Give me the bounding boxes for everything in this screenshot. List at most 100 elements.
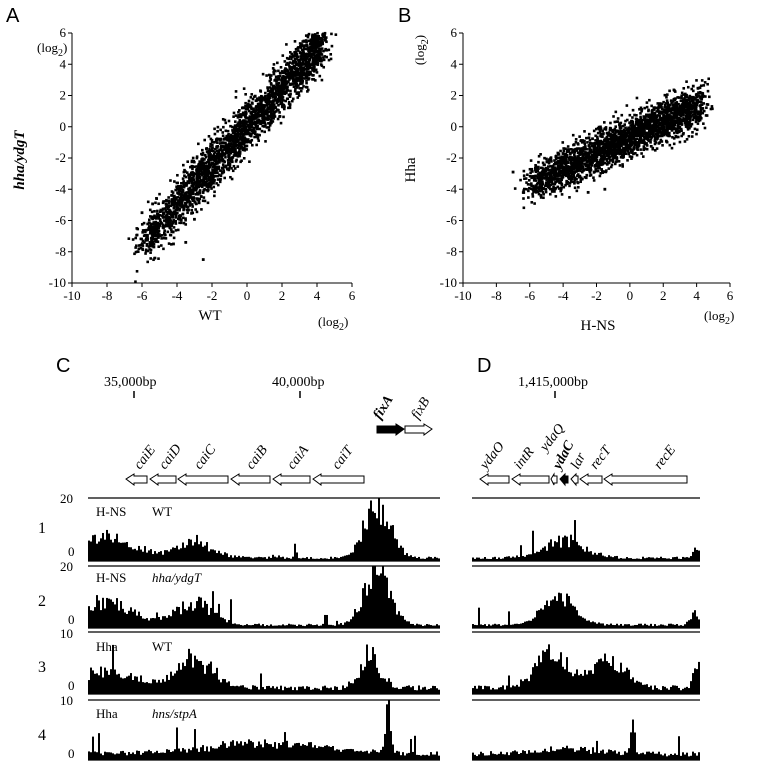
scatter-point: [701, 111, 705, 115]
scatter-point: [633, 113, 636, 117]
scatter-point: [625, 131, 628, 135]
scatter-point: [189, 178, 192, 182]
scatter-point: [527, 189, 530, 193]
scatter-point: [136, 227, 140, 231]
scatter-point: [255, 98, 259, 101]
scatter-point: [214, 140, 218, 143]
scatter-point: [597, 145, 601, 148]
scatter-point: [687, 134, 691, 138]
scatter-point: [566, 145, 570, 148]
scatter-point: [665, 99, 669, 102]
scatter-point: [599, 132, 603, 136]
scatter-point: [649, 113, 652, 117]
scatter-point: [668, 108, 672, 112]
scatter-point: [268, 93, 272, 97]
scatter-point: [580, 159, 583, 163]
scatter-point: [621, 165, 624, 168]
scatter-point: [195, 191, 199, 195]
panel-b-x-unit: (log2): [704, 308, 734, 327]
scatter-point: [213, 165, 217, 168]
scatter-point: [174, 201, 177, 204]
scatter-point: [236, 152, 240, 155]
scatter-point: [302, 71, 306, 74]
scatter-point: [553, 190, 556, 193]
scatter-point: [186, 191, 189, 194]
scatter-point: [271, 99, 275, 103]
scatter-point: [172, 198, 176, 201]
scatter-point: [682, 106, 686, 110]
scatter-point: [222, 141, 225, 145]
scatter-point: [187, 188, 191, 192]
scatter-point: [149, 257, 152, 260]
scatter-point: [531, 195, 535, 198]
scatter-point: [672, 115, 676, 119]
scatter-point: [699, 108, 703, 112]
scatter-point: [606, 134, 610, 137]
panel-b: B (log2) Hha H-NS (log2) -10-8-6-4-20246…: [398, 5, 734, 334]
scatter-point: [199, 160, 202, 164]
panel-a-x-unit: (log2): [318, 314, 348, 333]
scatter-point: [592, 150, 595, 154]
scatter-point: [226, 159, 230, 162]
scatter-point: [146, 238, 149, 242]
scatter-point: [676, 131, 679, 135]
scatter-point: [584, 151, 587, 154]
scatter-point: [175, 205, 179, 209]
scatter-point: [182, 207, 186, 210]
scatter-point: [272, 84, 275, 88]
panel-b-y-label: Hha: [403, 157, 419, 182]
scatter-point: [209, 185, 212, 188]
scatter-point: [294, 62, 298, 66]
scatter-point: [575, 163, 578, 167]
scatter-point: [550, 175, 553, 178]
scatter-point: [572, 167, 576, 170]
scatter-point: [291, 79, 295, 83]
scatter-point: [248, 117, 252, 121]
scatter-point: [193, 199, 196, 203]
scatter-point: [702, 122, 705, 125]
scatter-point: [522, 174, 526, 177]
scatter-point: [602, 152, 606, 156]
scatter-point: [556, 156, 560, 160]
scatter-point: [232, 154, 236, 157]
scatter-point: [210, 149, 214, 153]
scatter-point: [650, 145, 653, 148]
scatter-point: [523, 177, 526, 181]
scatter-point: [638, 107, 641, 111]
scatter-point: [244, 110, 247, 114]
scatter-point: [572, 149, 576, 152]
scatter-point: [619, 148, 623, 152]
scatter-point: [597, 165, 601, 169]
scatter-point: [181, 198, 185, 202]
scatter-point: [234, 141, 237, 145]
scatter-point: [628, 155, 632, 158]
scatter-point: [259, 103, 262, 106]
scatter-point: [197, 201, 201, 205]
scatter-point: [232, 164, 236, 168]
scatter-point: [199, 162, 203, 166]
scatter-point: [624, 126, 627, 130]
scatter-point: [210, 187, 213, 190]
scatter-point: [662, 131, 666, 135]
scatter-point: [236, 135, 240, 138]
scatter-point: [642, 135, 646, 139]
scatter-point: [217, 166, 221, 169]
scatter-point: [621, 131, 624, 134]
scatter-point: [688, 122, 692, 126]
scatter-point: [271, 106, 274, 110]
scatter-point: [215, 168, 219, 171]
scatter-point: [167, 242, 171, 245]
scatter-point: [192, 188, 196, 192]
scatter-point: [643, 116, 647, 120]
scatter-point: [680, 91, 684, 95]
scatter-point: [155, 228, 159, 232]
scatter-point: [686, 117, 690, 121]
scatter-point: [257, 108, 261, 112]
scatter-point: [131, 238, 135, 241]
scatter-point: [688, 126, 691, 130]
scatter-point: [154, 234, 158, 238]
scatter-point: [210, 157, 214, 161]
scatter-point: [270, 88, 273, 91]
scatter-point: [581, 169, 585, 172]
scatter-point: [594, 139, 597, 142]
